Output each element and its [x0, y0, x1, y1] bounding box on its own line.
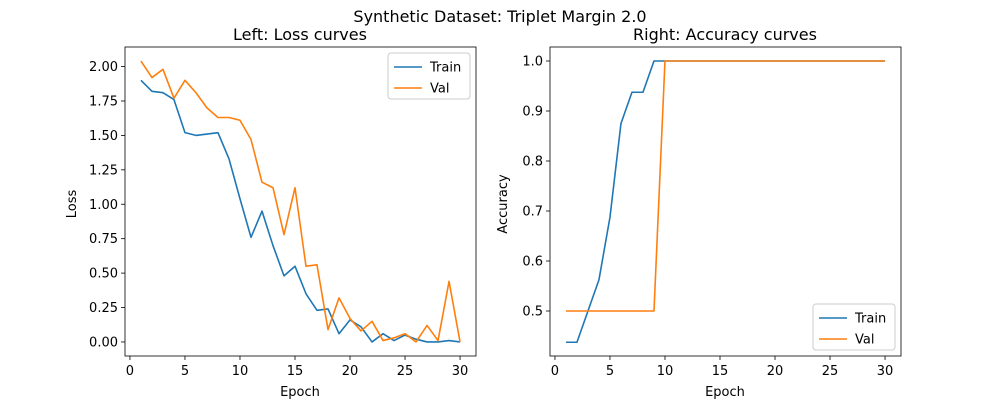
- loss-xtick-label: 15: [287, 364, 304, 379]
- loss-xtick-label: 20: [342, 364, 359, 379]
- accuracy-ytick-label: 0.7: [522, 205, 543, 220]
- loss-series-train-line: [140, 79, 461, 343]
- loss-ylabel: Loss: [65, 190, 80, 219]
- accuracy-legend-label-val: Val: [855, 333, 874, 348]
- accuracy-ytick-label: 0.9: [522, 105, 543, 120]
- loss-series-val-line: [140, 60, 461, 343]
- loss-ytick-label: 0.25: [89, 301, 118, 316]
- loss-ytick-label: 2.00: [89, 60, 118, 75]
- loss-panel: Left: Loss curves 0 5 10 15 20 25 30 0.00 0.25 0.…: [65, 25, 477, 400]
- accuracy-ytick-label: 0.6: [522, 255, 543, 270]
- loss-xtick-label: 25: [397, 364, 414, 379]
- loss-title: Left: Loss curves: [233, 25, 367, 44]
- accuracy-title: Right: Accuracy curves: [633, 25, 817, 44]
- loss-axes-frame: [124, 46, 477, 357]
- figure-suptitle: Synthetic Dataset: Triplet Margin 2.0: [353, 7, 646, 26]
- accuracy-xlabel: Epoch: [705, 385, 745, 400]
- accuracy-series-val-line: [565, 60, 886, 312]
- loss-ytick-label: 0.00: [89, 335, 118, 350]
- loss-legend-label-val: Val: [430, 82, 449, 97]
- loss-plot-area: 0 5 10 15 20 25 30 0.00 0.25 0.50 0.75 1.00 1.25 1.50…: [89, 46, 477, 379]
- loss-xlabel: Epoch: [280, 385, 320, 400]
- accuracy-panel: Right: Accuracy curves 0 5 10 15 20 25 30 0.5 0.…: [496, 25, 902, 400]
- accuracy-xtick-label: 25: [822, 364, 839, 379]
- loss-ytick-label: 0.75: [89, 232, 118, 247]
- accuracy-ytick-label: 0.8: [522, 155, 543, 170]
- accuracy-ytick-label: 0.5: [522, 305, 543, 320]
- accuracy-ylabel: Accuracy: [496, 174, 511, 234]
- accuracy-xtick-label: 5: [606, 364, 614, 379]
- accuracy-series-train-line: [565, 60, 886, 344]
- accuracy-axes-frame: [549, 46, 902, 357]
- loss-ytick-label: 1.50: [89, 129, 118, 144]
- accuracy-xtick-label: 30: [877, 364, 894, 379]
- accuracy-xtick-label: 0: [551, 364, 559, 379]
- loss-xtick-label: 5: [181, 364, 189, 379]
- loss-xtick-label: 30: [452, 364, 469, 379]
- accuracy-xtick-label: 20: [767, 364, 784, 379]
- accuracy-legend-label-train: Train: [854, 312, 886, 327]
- accuracy-legend: Train Val: [812, 303, 896, 351]
- loss-ytick-label: 1.00: [89, 198, 118, 213]
- loss-ytick-label: 1.75: [89, 94, 118, 109]
- loss-xtick-label: 10: [232, 364, 249, 379]
- loss-legend: Train Val: [387, 52, 471, 100]
- accuracy-xtick-label: 10: [657, 364, 674, 379]
- loss-ytick-label: 1.25: [89, 163, 118, 178]
- loss-xtick-label: 0: [126, 364, 134, 379]
- accuracy-plot-area: 0 5 10 15 20 25 30 0.5 0.6 0.7 0.8 0.9 1.0 Train Val: [522, 46, 902, 379]
- accuracy-xtick-label: 15: [712, 364, 729, 379]
- loss-ytick-label: 0.50: [89, 267, 118, 282]
- loss-legend-label-train: Train: [429, 61, 461, 76]
- accuracy-ytick-label: 1.0: [522, 55, 543, 70]
